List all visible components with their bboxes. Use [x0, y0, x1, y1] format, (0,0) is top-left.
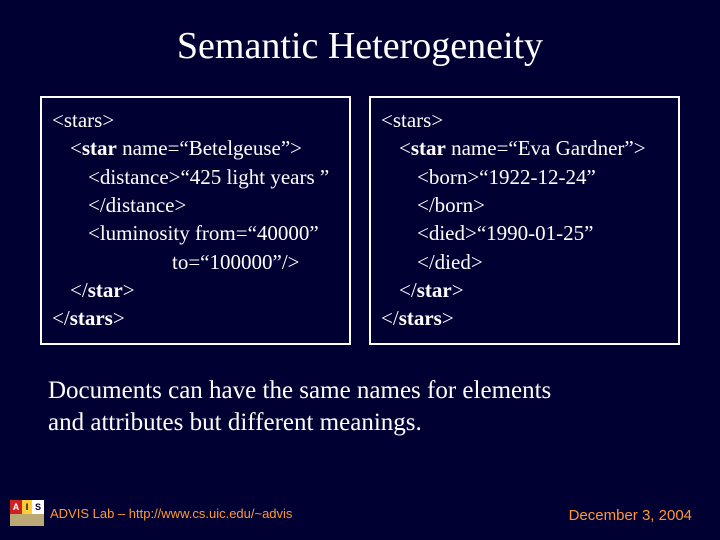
code-line: <stars> — [381, 106, 668, 134]
code-text: </ — [381, 306, 399, 330]
code-text: name=“Eva Gardner”> — [446, 136, 646, 160]
advis-logo-icon: A I S — [10, 500, 44, 526]
code-text: < — [70, 136, 82, 160]
code-text: <stars> — [381, 108, 443, 132]
code-line: </died> — [381, 248, 668, 276]
slide: Semantic Heterogeneity <stars> <star nam… — [0, 0, 720, 540]
logo-cell: I — [22, 500, 32, 514]
slide-title: Semantic Heterogeneity — [40, 24, 680, 68]
code-text: > — [123, 278, 135, 302]
code-bold: star — [417, 278, 452, 302]
code-line: </star> — [381, 276, 668, 304]
logo-cell: S — [32, 500, 44, 514]
logo-cell: A — [10, 500, 22, 514]
code-line: </distance> — [52, 191, 339, 219]
code-line: </stars> — [52, 304, 339, 332]
code-bold: star — [411, 136, 446, 160]
caption: Documents can have the same names for el… — [40, 375, 680, 440]
code-line: </stars> — [381, 304, 668, 332]
code-line: </born> — [381, 191, 668, 219]
logo-subtext — [10, 514, 44, 526]
caption-line: Documents can have the same names for el… — [48, 375, 680, 408]
footer-date: December 3, 2004 — [569, 507, 692, 524]
code-line: <died>“1990-01-25” — [381, 219, 668, 247]
code-line: <star name=“Eva Gardner”> — [381, 134, 668, 162]
code-text: > — [113, 306, 125, 330]
code-text: <stars> — [52, 108, 114, 132]
code-line: <star name=“Betelgeuse”> — [52, 134, 339, 162]
code-text: < — [399, 136, 411, 160]
code-bold: star — [82, 136, 117, 160]
code-line: <stars> — [52, 106, 339, 134]
left-code-box: <stars> <star name=“Betelgeuse”> <distan… — [40, 96, 351, 345]
code-text: > — [442, 306, 454, 330]
code-line: <luminosity from=“40000” — [52, 219, 339, 247]
right-code-box: <stars> <star name=“Eva Gardner”> <born>… — [369, 96, 680, 345]
footer-left: A I S ADVIS Lab – http://www.cs.uic.edu/… — [10, 500, 292, 526]
code-line: <distance>“425 light years ” — [52, 163, 339, 191]
code-text: </ — [70, 278, 88, 302]
code-text: name=“Betelgeuse”> — [117, 136, 302, 160]
code-text: </ — [52, 306, 70, 330]
code-line: <born>“1922-12-24” — [381, 163, 668, 191]
footer-lab-text: ADVIS Lab – http://www.cs.uic.edu/~advis — [50, 506, 292, 521]
code-bold: star — [88, 278, 123, 302]
code-text: > — [452, 278, 464, 302]
code-boxes-row: <stars> <star name=“Betelgeuse”> <distan… — [40, 96, 680, 345]
code-line: to=“100000”/> — [52, 248, 339, 276]
code-bold: stars — [70, 306, 113, 330]
code-line: </star> — [52, 276, 339, 304]
code-text: </ — [399, 278, 417, 302]
code-bold: stars — [399, 306, 442, 330]
caption-line: and attributes but different meanings. — [48, 407, 680, 440]
